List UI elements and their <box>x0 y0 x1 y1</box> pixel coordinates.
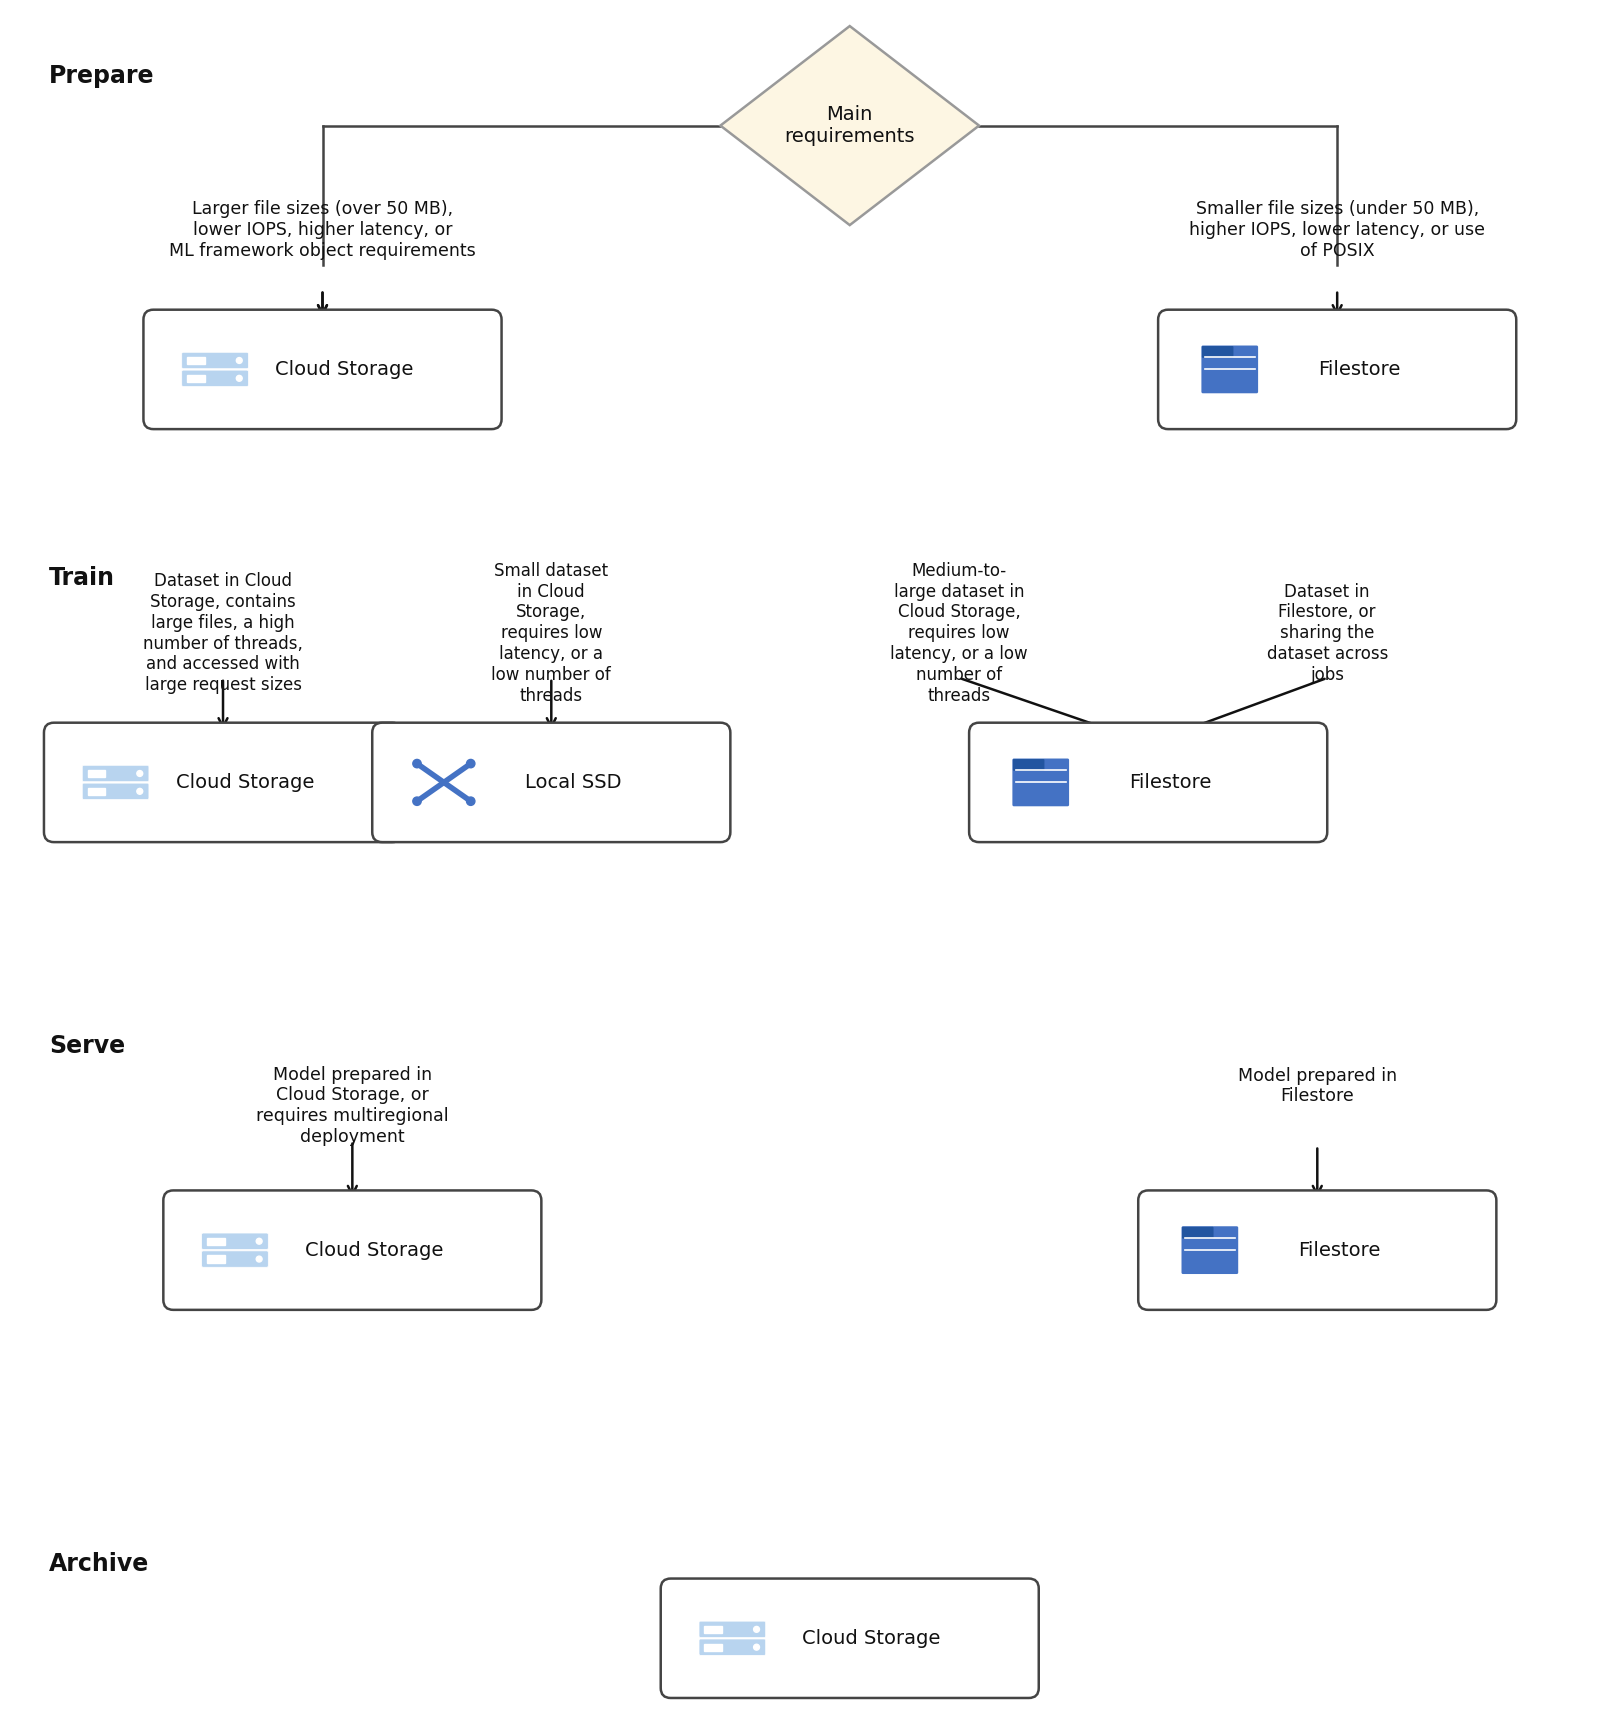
Circle shape <box>256 1256 262 1263</box>
Text: Model prepared in
Filestore: Model prepared in Filestore <box>1238 1067 1397 1105</box>
Text: Filestore: Filestore <box>1298 1240 1381 1259</box>
Text: Train: Train <box>50 566 115 591</box>
Bar <box>88 788 106 795</box>
Text: Archive: Archive <box>50 1552 149 1576</box>
FancyBboxPatch shape <box>182 371 248 386</box>
Bar <box>704 1626 722 1633</box>
FancyBboxPatch shape <box>43 722 402 842</box>
Bar <box>88 771 106 778</box>
Text: Cloud Storage: Cloud Storage <box>275 360 413 379</box>
FancyBboxPatch shape <box>661 1578 1038 1697</box>
Text: Small dataset
in Cloud
Storage,
requires low
latency, or a
low number of
threads: Small dataset in Cloud Storage, requires… <box>491 561 611 705</box>
FancyBboxPatch shape <box>699 1638 766 1656</box>
FancyBboxPatch shape <box>699 1621 766 1637</box>
FancyBboxPatch shape <box>82 766 149 781</box>
Circle shape <box>413 797 421 805</box>
Text: Local SSD: Local SSD <box>525 772 621 792</box>
FancyBboxPatch shape <box>1013 759 1045 771</box>
Circle shape <box>237 357 242 364</box>
FancyBboxPatch shape <box>82 783 149 800</box>
Bar <box>187 374 205 383</box>
Circle shape <box>138 788 142 795</box>
Text: Cloud Storage: Cloud Storage <box>306 1240 443 1259</box>
Text: Larger file sizes (over 50 MB),
lower IOPS, higher latency, or
ML framework obje: Larger file sizes (over 50 MB), lower IO… <box>170 201 475 260</box>
Text: Medium-to-
large dataset in
Cloud Storage,
requires low
latency, or a low
number: Medium-to- large dataset in Cloud Storag… <box>890 561 1027 705</box>
Circle shape <box>237 376 242 381</box>
Circle shape <box>467 797 475 805</box>
FancyBboxPatch shape <box>373 722 730 842</box>
FancyBboxPatch shape <box>144 310 501 430</box>
Text: Dataset in
Filestore, or
sharing the
dataset across
jobs: Dataset in Filestore, or sharing the dat… <box>1267 582 1387 684</box>
FancyBboxPatch shape <box>202 1251 269 1268</box>
FancyBboxPatch shape <box>163 1190 541 1309</box>
Circle shape <box>413 759 421 767</box>
FancyBboxPatch shape <box>202 1233 269 1249</box>
Text: Cloud Storage: Cloud Storage <box>803 1628 941 1647</box>
FancyBboxPatch shape <box>1158 310 1517 430</box>
Text: Filestore: Filestore <box>1318 360 1400 379</box>
FancyBboxPatch shape <box>1181 1226 1238 1275</box>
Text: Prepare: Prepare <box>50 64 155 88</box>
FancyBboxPatch shape <box>1013 759 1069 807</box>
Circle shape <box>256 1238 262 1244</box>
Text: Filestore: Filestore <box>1130 772 1211 792</box>
Bar <box>187 357 205 364</box>
FancyBboxPatch shape <box>1138 1190 1496 1309</box>
Text: Cloud Storage: Cloud Storage <box>176 772 314 792</box>
FancyBboxPatch shape <box>182 352 248 369</box>
Bar <box>704 1644 722 1651</box>
Text: Model prepared in
Cloud Storage, or
requires multiregional
deployment: Model prepared in Cloud Storage, or requ… <box>256 1065 448 1147</box>
Bar <box>206 1238 224 1245</box>
Circle shape <box>467 759 475 767</box>
FancyBboxPatch shape <box>1202 345 1258 393</box>
FancyBboxPatch shape <box>1202 346 1234 359</box>
Circle shape <box>754 1626 760 1632</box>
FancyBboxPatch shape <box>970 722 1328 842</box>
Text: Serve: Serve <box>50 1034 125 1058</box>
Text: Smaller file sizes (under 50 MB),
higher IOPS, lower latency, or use
of POSIX: Smaller file sizes (under 50 MB), higher… <box>1189 201 1485 260</box>
Text: Main
requirements: Main requirements <box>784 106 915 145</box>
Circle shape <box>138 771 142 776</box>
FancyBboxPatch shape <box>1182 1226 1213 1238</box>
Bar <box>206 1256 224 1263</box>
Text: Dataset in Cloud
Storage, contains
large files, a high
number of threads,
and ac: Dataset in Cloud Storage, contains large… <box>142 572 302 695</box>
Circle shape <box>754 1644 760 1651</box>
Polygon shape <box>720 26 979 225</box>
